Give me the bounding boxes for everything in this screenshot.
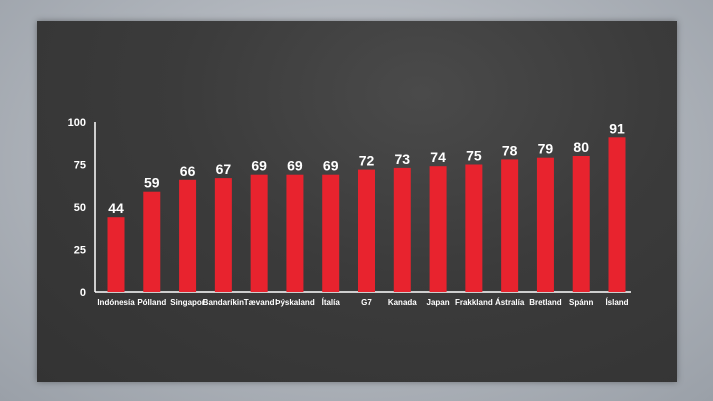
data-label: 69 (251, 158, 267, 174)
x-tick-label: Bandaríkin (203, 298, 244, 307)
bar (107, 217, 125, 292)
x-tick-label: Japan (427, 298, 450, 307)
bar-chart: 0 25 50 75 100 44 59 66 67 69 69 69 72 73 74 75 78 79 80 9… (68, 117, 631, 307)
bar (250, 174, 268, 292)
x-tick-label: G7 (361, 298, 372, 307)
bar (322, 174, 340, 292)
data-labels: 44 59 66 67 69 69 69 72 73 74 75 78 79 80 91 (108, 120, 625, 216)
y-tick-labels: 0 25 50 75 100 (68, 117, 86, 299)
data-label: 78 (502, 142, 518, 158)
x-tick-label: Indónesía (97, 298, 135, 307)
x-tick-label: Singapor (170, 298, 205, 307)
x-tick-label: Ítalía (322, 298, 341, 307)
data-label: 72 (359, 153, 375, 169)
x-tick-label: Frakkland (455, 298, 493, 307)
y-tick-label: 0 (80, 287, 86, 299)
data-label: 91 (609, 120, 625, 136)
x-tick-label: Þýskaland (275, 298, 315, 307)
data-label: 74 (430, 149, 446, 165)
x-tick-label: Spánn (569, 298, 594, 307)
bar (429, 166, 447, 292)
bar (179, 179, 197, 292)
y-tick-label: 75 (74, 160, 86, 172)
y-tick-label: 100 (68, 117, 86, 129)
x-tick-label: Tævand (244, 298, 275, 307)
data-label: 67 (216, 161, 232, 177)
data-label: 59 (144, 175, 160, 191)
x-tick-label: Pólland (137, 298, 166, 307)
bar (536, 157, 554, 292)
x-tick-label: Ísland (605, 298, 628, 307)
x-tick-label: Ástralía (495, 298, 525, 307)
bar (465, 164, 483, 292)
data-label: 79 (538, 141, 554, 157)
bar (501, 159, 519, 292)
data-label: 69 (287, 158, 303, 174)
bar (286, 174, 304, 292)
data-label: 69 (323, 158, 339, 174)
bar (572, 156, 590, 292)
bar (608, 137, 626, 292)
data-label: 44 (108, 200, 124, 216)
data-label: 66 (180, 163, 196, 179)
chart-panel: 0 25 50 75 100 44 59 66 67 69 69 69 72 73 74 75 78 79 80 9… (37, 21, 677, 382)
x-tick-label: Bretland (529, 298, 562, 307)
data-label: 75 (466, 148, 482, 164)
bar (393, 167, 411, 292)
bar (214, 178, 232, 292)
x-tick-label: Kanada (388, 298, 417, 307)
data-label: 80 (573, 139, 589, 155)
bar (358, 169, 375, 292)
bar (143, 191, 161, 292)
data-label: 73 (394, 151, 410, 167)
y-tick-label: 25 (74, 245, 86, 257)
bars (107, 137, 626, 292)
y-tick-label: 50 (74, 202, 86, 214)
